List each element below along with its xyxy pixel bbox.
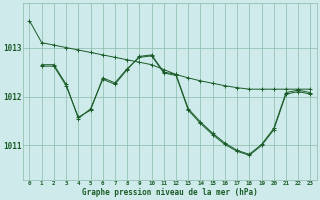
X-axis label: Graphe pression niveau de la mer (hPa): Graphe pression niveau de la mer (hPa) xyxy=(82,188,258,197)
